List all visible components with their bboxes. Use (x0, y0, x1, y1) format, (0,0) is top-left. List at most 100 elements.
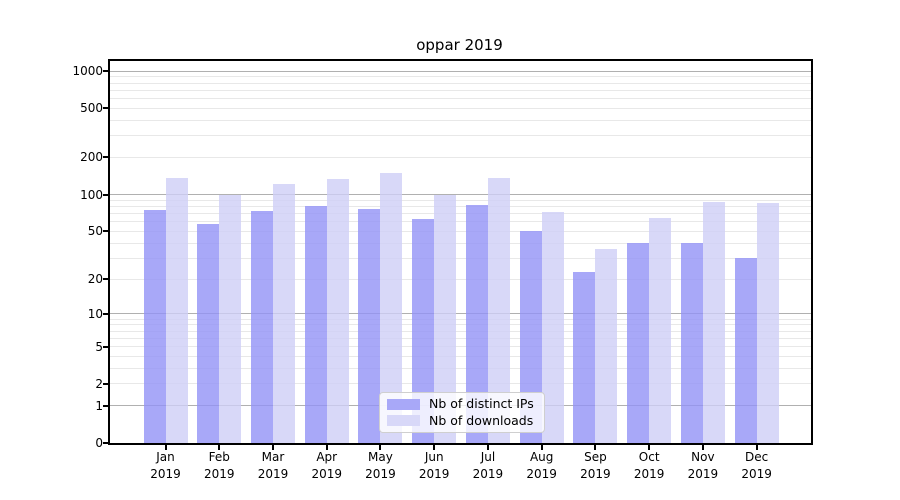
minor-gridline (110, 205, 811, 207)
legend: Nb of distinct IPs Nb of downloads (379, 392, 545, 433)
y-tick-mark (103, 70, 108, 73)
y-tick-label: 1000 (72, 64, 103, 79)
y-tick-label: 5 (95, 339, 103, 354)
minor-gridline (110, 318, 811, 320)
y-tick-label: 10 (87, 306, 103, 321)
bar-downloads-aug (541, 212, 564, 443)
x-tick-label: Dec 2019 (741, 450, 772, 481)
x-tick-mark (755, 445, 758, 450)
minor-gridline (110, 89, 811, 91)
y-tick-mark (103, 404, 108, 407)
x-tick-label: Jul 2019 (472, 450, 504, 481)
minor-gridline (110, 221, 811, 223)
y-tick-mark (103, 193, 108, 196)
y-tick-mark (103, 156, 108, 159)
x-tick-label: Feb 2019 (203, 450, 235, 481)
y-tick-label: 50 (87, 224, 103, 239)
minor-gridline (110, 82, 811, 84)
x-tick-mark (271, 445, 274, 450)
x-tick-mark (648, 445, 651, 450)
y-tick-label: 200 (80, 150, 103, 165)
minor-gridline (110, 330, 811, 332)
bar-downloads-sep (595, 248, 618, 443)
x-tick-label: May 2019 (365, 450, 396, 481)
minor-gridline (110, 97, 811, 99)
y-tick-label: 1 (95, 398, 103, 413)
legend-label-distinct-ips: Nb of distinct IPs (429, 396, 534, 412)
minor-gridline (110, 367, 811, 369)
minor-gridline (110, 76, 811, 78)
bar-distinct-ips-may (358, 209, 381, 443)
x-tick-label: Oct 2019 (633, 450, 665, 481)
legend-label-downloads: Nb of downloads (429, 412, 534, 428)
minor-gridline (110, 156, 811, 158)
minor-gridline (110, 383, 811, 385)
y-tick-label: 100 (80, 187, 103, 202)
y-tick-mark (103, 312, 108, 315)
minor-gridline (110, 278, 811, 280)
legend-item-downloads: Nb of downloads (387, 413, 537, 429)
y-tick-label: 0 (95, 436, 103, 450)
bar-downloads-apr (326, 178, 349, 443)
x-tick-label: Jan 2019 (150, 450, 181, 481)
minor-gridline (110, 212, 811, 214)
bar-downloads-oct (649, 218, 672, 443)
bar-distinct-ips-feb (197, 224, 220, 443)
minor-gridline (110, 230, 811, 232)
x-tick-label: Apr 2019 (311, 450, 342, 481)
x-tick-mark (218, 445, 221, 450)
bar-downloads-mar (272, 183, 295, 443)
bar-distinct-ips-sep (573, 271, 596, 443)
x-tick-label: Nov 2019 (687, 450, 719, 481)
minor-gridline (110, 119, 811, 121)
x-tick-label: Mar 2019 (257, 450, 289, 481)
x-tick-mark (594, 445, 597, 450)
x-tick-mark (433, 445, 436, 450)
minor-gridline (110, 355, 811, 357)
legend-item-distinct-ips: Nb of distinct IPs (387, 396, 537, 412)
bar-distinct-ips-jul (465, 205, 488, 443)
legend-swatch-distinct-ips-icon (387, 398, 420, 410)
bar-downloads-dec (756, 203, 779, 443)
bar-distinct-ips-dec (734, 258, 757, 443)
y-tick-label: 500 (80, 101, 103, 116)
minor-gridline (110, 257, 811, 259)
chart-title: oppar 2019 (416, 36, 503, 54)
bar-downloads-may (380, 172, 403, 443)
minor-gridline (110, 242, 811, 244)
minor-gridline (110, 346, 811, 348)
x-tick-mark (540, 445, 543, 450)
x-tick-mark (379, 445, 382, 450)
y-tick-mark (103, 345, 108, 348)
bar-distinct-ips-nov (680, 243, 703, 443)
x-tick-mark (701, 445, 704, 450)
x-tick-mark (486, 445, 489, 450)
major-gridline (110, 313, 811, 315)
y-tick-mark (103, 107, 108, 110)
plot-area (108, 59, 813, 445)
bar-distinct-ips-aug (519, 231, 542, 443)
bar-distinct-ips-apr (304, 205, 327, 443)
bar-downloads-jan (165, 178, 188, 443)
bar-downloads-jun (434, 194, 457, 443)
major-gridline (110, 194, 811, 196)
bar-downloads-jul (487, 178, 510, 443)
y-tick-mark (103, 382, 108, 385)
major-gridline (110, 70, 811, 72)
bar-distinct-ips-oct (627, 243, 650, 443)
x-tick-label: Aug 2019 (526, 450, 557, 481)
x-tick-mark (164, 445, 167, 450)
y-tick-mark (103, 278, 108, 281)
x-tick-label: Jun 2019 (418, 450, 450, 481)
y-tick-label: 2 (95, 376, 103, 391)
x-tick-mark (325, 445, 328, 450)
minor-gridline (110, 107, 811, 109)
y-tick-mark (103, 230, 108, 233)
y-tick-label: 20 (87, 272, 103, 287)
legend-swatch-downloads-icon (387, 415, 420, 427)
x-tick-label: Sep 2019 (580, 450, 611, 481)
minor-gridline (110, 199, 811, 201)
minor-gridline (110, 337, 811, 339)
bar-downloads-feb (219, 194, 242, 443)
